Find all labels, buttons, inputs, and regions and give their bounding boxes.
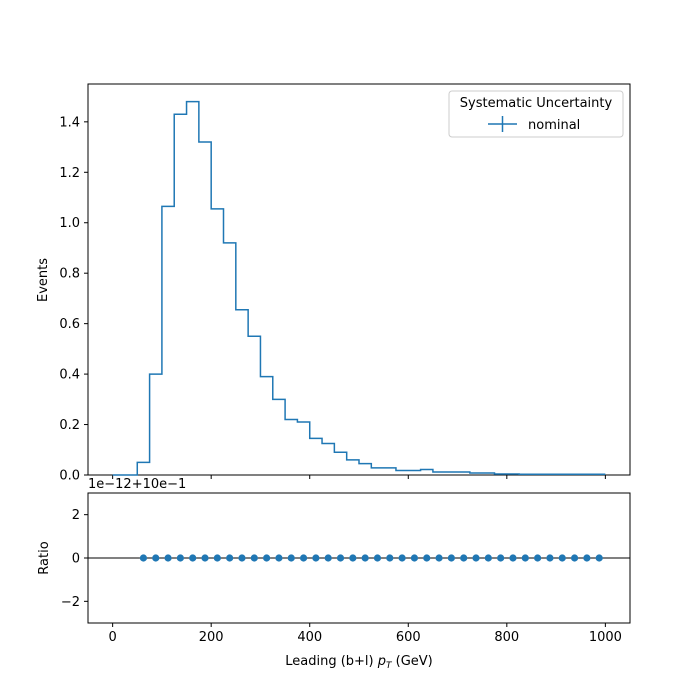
ratio-y-axis-label: Ratio bbox=[37, 541, 52, 574]
ratio-point bbox=[570, 554, 579, 562]
ratio-y-tick-label: 0 bbox=[72, 552, 80, 567]
main-x-ticks bbox=[112, 475, 606, 479]
ratio-point bbox=[226, 554, 234, 562]
legend-entry-nominal: nominal bbox=[528, 118, 580, 133]
ratio-point bbox=[213, 554, 221, 562]
ratio-point bbox=[152, 554, 160, 562]
main-y-tick-label: 0.2 bbox=[59, 418, 80, 433]
ratio-point bbox=[312, 554, 320, 562]
ratio-point bbox=[139, 554, 148, 562]
main-panel: 0.0 0.2 0.4 0.6 0.8 1.0 1.2 1.4 Events Systemat… bbox=[36, 83, 631, 484]
legend: Systematic Uncertainty nominal bbox=[448, 90, 624, 138]
ratio-point bbox=[447, 554, 455, 562]
ratio-point bbox=[238, 554, 246, 562]
ratio-x-ticks: 0 200 400 600 800 1000 bbox=[108, 623, 622, 645]
ratio-point bbox=[398, 554, 406, 562]
x-tick-label: 600 bbox=[396, 630, 421, 645]
main-y-tick-label: 0.6 bbox=[59, 317, 80, 332]
ratio-point bbox=[275, 554, 283, 562]
ratio-point bbox=[164, 554, 172, 562]
ratio-point bbox=[583, 554, 591, 562]
ratio-points bbox=[139, 554, 603, 562]
ratio-point bbox=[287, 554, 295, 562]
ratio-point bbox=[558, 554, 566, 562]
ratio-point bbox=[521, 554, 529, 562]
main-y-axis-label: Events bbox=[36, 258, 51, 302]
x-tick-label: 800 bbox=[494, 630, 519, 645]
main-y-tick-label: 0.8 bbox=[59, 267, 80, 282]
ratio-point bbox=[435, 554, 443, 562]
ratio-offset-label: 1e−12+10e−1 bbox=[88, 477, 186, 492]
ratio-panel: −2 0 2 0 200 400 600 800 1000 1e−12+10e−1 Ratio… bbox=[37, 477, 631, 671]
ratio-point bbox=[263, 554, 271, 562]
ratio-point bbox=[299, 554, 308, 562]
main-y-tick-label: 1.2 bbox=[59, 166, 80, 181]
ratio-point bbox=[509, 554, 517, 562]
main-y-ticks: 0.0 0.2 0.4 0.6 0.8 1.0 1.2 1.4 bbox=[59, 115, 88, 484]
ratio-y-tick-label: 2 bbox=[72, 508, 80, 523]
nominal-step-histogram bbox=[112, 100, 606, 476]
x-tick-label: 1000 bbox=[589, 630, 622, 645]
legend-marker-nominal bbox=[488, 116, 517, 132]
main-y-tick-label: 0.4 bbox=[59, 368, 80, 383]
legend-title: Systematic Uncertainty bbox=[460, 96, 613, 111]
ratio-point bbox=[361, 554, 369, 562]
ratio-y-tick-label: −2 bbox=[61, 595, 80, 610]
ratio-point bbox=[176, 554, 184, 562]
ratio-point bbox=[349, 554, 357, 562]
main-y-tick-label: 0.0 bbox=[59, 469, 80, 484]
ratio-point bbox=[546, 554, 554, 562]
ratio-y-ticks: −2 0 2 bbox=[61, 508, 88, 610]
ratio-point bbox=[534, 554, 542, 562]
x-axis-label: Leading (b+l) pT (GeV) bbox=[285, 654, 433, 671]
ratio-point bbox=[201, 554, 209, 562]
ratio-point bbox=[373, 554, 382, 562]
ratio-point bbox=[423, 554, 431, 562]
ratio-point bbox=[497, 554, 505, 562]
ratio-point bbox=[189, 554, 197, 562]
x-tick-label: 0 bbox=[108, 630, 116, 645]
main-y-tick-label: 1.4 bbox=[59, 115, 80, 130]
ratio-point bbox=[386, 554, 394, 562]
main-plot-frame bbox=[87, 83, 631, 476]
ratio-point bbox=[410, 554, 419, 562]
main-y-tick-label: 1.0 bbox=[59, 216, 80, 231]
ratio-point bbox=[595, 554, 603, 562]
ratio-point bbox=[250, 554, 258, 562]
ratio-point bbox=[336, 554, 345, 562]
ratio-point bbox=[324, 554, 332, 562]
ratio-point bbox=[472, 554, 480, 562]
x-tick-label: 400 bbox=[297, 630, 322, 645]
x-tick-label: 200 bbox=[199, 630, 224, 645]
legend-box bbox=[448, 90, 624, 138]
ratio-point bbox=[484, 554, 492, 562]
ratio-point bbox=[460, 554, 468, 562]
